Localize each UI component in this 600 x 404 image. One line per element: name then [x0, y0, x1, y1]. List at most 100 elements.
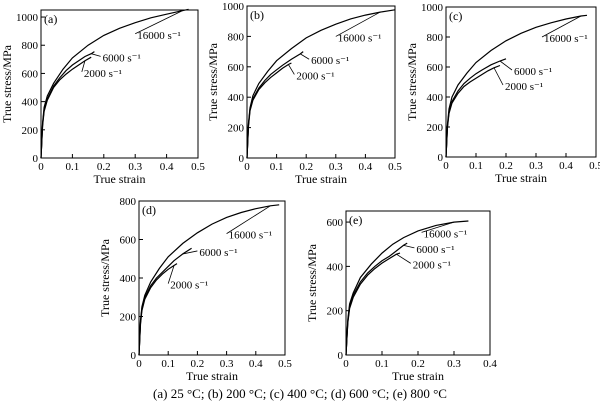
y-axis-label: True stress/MPa [405, 42, 419, 121]
annotation-label: 6000 s⁻¹ [416, 244, 454, 256]
annotation-label: 16000 s⁻¹ [338, 32, 382, 44]
x-axis-label: True strain [94, 172, 146, 186]
y-tick-label: 1000 [222, 1, 245, 13]
x-axis-label: True strain [392, 369, 444, 383]
annotation-leader [288, 64, 295, 75]
series-line-1 [246, 51, 304, 159]
x-tick-label: 0.1 [375, 358, 389, 370]
annotation-label: 2000 s⁻¹ [296, 70, 334, 82]
panel-label: (e) [349, 213, 362, 227]
y-tick-label: 1000 [16, 12, 39, 24]
y-axis-label: True stress/MPa [305, 243, 319, 322]
chart-panel-e: 0 0.1 0.2 0.3 0.4 0 200 400 600 True strain True s… [305, 210, 497, 383]
y-tick-label: 0 [438, 152, 444, 164]
figure-caption: (a) 25 °C; (b) 200 °C; (c) 400 °C; (d) 6… [153, 386, 447, 401]
y-tick-label: 400 [427, 92, 444, 104]
annotation-leader [226, 205, 271, 234]
x-tick-label: 0.5 [191, 161, 205, 173]
annotation-label: 2000 s⁻¹ [84, 68, 122, 80]
x-tick-label: 0 [443, 160, 449, 172]
x-tick-label: 0 [38, 161, 44, 173]
x-tick-label: 0.2 [499, 160, 513, 172]
y-tick-label: 0 [33, 153, 39, 165]
series-line-1 [138, 247, 192, 356]
x-tick-label: 0.1 [161, 358, 175, 370]
y-tick-label: 400 [120, 273, 137, 285]
annotation-leader [135, 10, 183, 35]
annotation-label: 16000 s⁻¹ [137, 30, 181, 42]
chart-panel-c: 0 0.1 0.2 0.3 0.4 0.5 0 200 400 600 800 1000 True st… [405, 2, 600, 185]
chart-panel-a: 0 0.1 0.2 0.3 0.4 0.5 0 200 400 600 800 1000 True st… [0, 8, 205, 186]
x-tick-label: 0.2 [411, 358, 425, 370]
y-tick-label: 400 [327, 261, 344, 273]
x-tick-label: 0.2 [97, 161, 111, 173]
y-tick-label: 400 [228, 92, 245, 104]
annotation-label: 6000 s⁻¹ [514, 66, 552, 78]
y-tick-label: 800 [228, 31, 245, 43]
y-tick-label: 800 [22, 40, 39, 52]
x-tick-label: 0.1 [469, 160, 483, 172]
y-tick-label: 200 [22, 125, 39, 137]
panel-label: (b) [250, 8, 264, 22]
panel-label: (a) [44, 12, 57, 26]
y-tick-label: 600 [327, 217, 344, 229]
x-tick-label: 0.3 [529, 160, 543, 172]
y-tick-label: 600 [228, 62, 245, 74]
y-tick-label: 200 [120, 312, 137, 324]
annotation-label: 16000 s⁻¹ [229, 230, 273, 242]
annotation-label: 6000 s⁻¹ [311, 55, 349, 67]
y-tick-label: 200 [327, 306, 344, 318]
series-line-2 [138, 263, 178, 356]
y-axis-label: True stress/MPa [0, 44, 14, 123]
y-tick-label: 0 [338, 350, 344, 362]
x-tick-label: 0.4 [483, 358, 497, 370]
annotation-label: 16000 s⁻¹ [544, 33, 588, 45]
annotation-label: 2000 s⁻¹ [170, 280, 208, 292]
series-line-2 [345, 252, 401, 356]
y-tick-label: 400 [22, 97, 39, 109]
annotation-leader [300, 53, 310, 60]
annotation-leader [403, 244, 415, 249]
x-tick-label: 0.3 [447, 358, 461, 370]
annotation-label: 6000 s⁻¹ [199, 247, 237, 259]
annotation-leader [493, 67, 504, 86]
y-tick-label: 0 [131, 350, 137, 362]
series-line-0 [40, 8, 189, 159]
chart-panel-d: 0 0.1 0.2 0.3 0.4 0.5 0 200 400 600 800 True strain… [98, 196, 292, 383]
annotation-leader [182, 250, 198, 255]
annotation-leader [91, 53, 101, 57]
x-axis-label: True strain [295, 172, 347, 186]
chart-panel-b: 0 0.1 0.2 0.3 0.4 0.5 0 200 400 600 800 1000 True st… [206, 1, 402, 186]
annotation-leader [499, 60, 513, 71]
annotation-label: 2000 s⁻¹ [413, 259, 451, 271]
series-line-0 [138, 204, 280, 356]
x-tick-label: 0.4 [359, 161, 373, 173]
annotation-leader [421, 221, 455, 233]
series-line-2 [246, 62, 292, 159]
plot-frame [40, 9, 199, 159]
plot-frame [246, 5, 396, 159]
annotation-leader [335, 11, 381, 37]
annotation-leader [81, 60, 86, 72]
x-tick-label: 0.3 [220, 358, 234, 370]
annotation-label: 2000 s⁻¹ [505, 81, 543, 93]
x-tick-label: 0.5 [589, 160, 600, 172]
plot-frame [345, 210, 491, 356]
x-tick-label: 0.3 [329, 161, 343, 173]
y-tick-label: 600 [22, 68, 39, 80]
x-axis-label: True strain [186, 369, 238, 383]
x-axis-label: True strain [495, 171, 547, 185]
x-tick-label: 0.1 [270, 161, 284, 173]
plot-frame [445, 6, 597, 158]
x-tick-label: 0.2 [191, 358, 205, 370]
x-tick-label: 0 [343, 358, 349, 370]
y-axis-label: True stress/MPa [206, 42, 220, 121]
series-line-2 [40, 56, 92, 159]
x-tick-label: 0 [244, 161, 250, 173]
y-axis-label: True stress/MPa [98, 238, 112, 317]
annotation-label: 6000 s⁻¹ [103, 52, 141, 64]
y-tick-label: 200 [228, 123, 245, 135]
panel-label: (c) [449, 9, 462, 23]
y-tick-label: 0 [239, 153, 245, 165]
